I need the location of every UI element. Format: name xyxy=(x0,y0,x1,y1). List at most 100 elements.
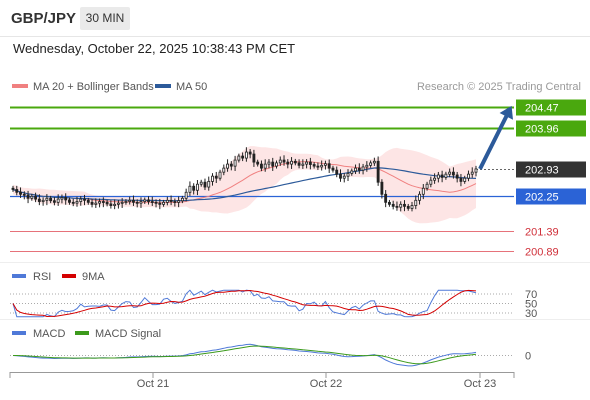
candle xyxy=(293,158,297,166)
candle xyxy=(11,185,15,192)
candle-down xyxy=(327,163,331,169)
candle-up xyxy=(320,164,324,168)
candle-up xyxy=(263,163,267,169)
candle xyxy=(90,198,94,208)
x-axis: Oct 21 Oct 22 Oct 23 xyxy=(9,372,515,390)
candle-up xyxy=(199,181,203,185)
candle xyxy=(188,181,192,196)
candle xyxy=(135,199,139,208)
candle xyxy=(113,199,117,210)
candle-up xyxy=(301,163,305,166)
candle-down xyxy=(339,173,342,179)
x-tick-label: Oct 22 xyxy=(310,378,342,390)
candle xyxy=(395,201,399,211)
candle xyxy=(98,198,102,208)
candle-up xyxy=(305,161,309,165)
candle xyxy=(361,163,365,175)
candle-down xyxy=(331,167,335,171)
macd-signal-line xyxy=(13,345,477,365)
rsi-ma-legend-swatch xyxy=(62,274,76,278)
candle xyxy=(207,176,211,191)
macd-panel: 0 xyxy=(10,343,531,367)
candle-up xyxy=(222,167,226,173)
candle xyxy=(308,157,312,170)
candle-down xyxy=(380,181,384,195)
candle-up xyxy=(165,199,169,203)
candle xyxy=(448,168,452,178)
candle-down xyxy=(376,160,380,183)
candle xyxy=(60,194,64,204)
candle-up xyxy=(180,197,184,202)
macd-signal-legend-label: MACD Signal xyxy=(95,328,161,340)
timeframe-button[interactable]: 30 MIN xyxy=(80,7,130,30)
candle-up xyxy=(361,166,365,171)
candle xyxy=(71,198,75,207)
candle-up xyxy=(56,198,60,203)
candle-up xyxy=(79,198,83,202)
candle xyxy=(192,183,196,195)
candle xyxy=(384,190,388,208)
candle-up xyxy=(267,161,271,165)
macd-signal-legend-swatch xyxy=(75,331,89,335)
candle-down xyxy=(252,153,256,163)
candle-up xyxy=(244,151,248,159)
candle-up xyxy=(346,172,350,177)
candle-up xyxy=(45,197,49,201)
candle-up xyxy=(399,203,403,208)
candle xyxy=(147,196,150,205)
candle xyxy=(30,193,34,201)
candle-down xyxy=(192,185,196,191)
rsi-legend-label: RSI xyxy=(33,271,51,283)
candle xyxy=(49,195,53,204)
x-tick-label: Oct 21 xyxy=(137,378,169,390)
candle xyxy=(101,197,105,208)
candle-down xyxy=(451,171,455,176)
candle-down xyxy=(158,202,162,205)
bollinger-bands xyxy=(13,146,476,224)
candle xyxy=(252,149,256,167)
candle xyxy=(403,200,406,212)
candle xyxy=(451,167,455,179)
candle-up xyxy=(94,202,98,205)
candle-down xyxy=(312,164,316,167)
candle xyxy=(297,159,301,169)
candle xyxy=(218,169,222,181)
candle xyxy=(425,181,429,191)
candle xyxy=(15,185,19,196)
candle xyxy=(237,153,241,163)
candle-up xyxy=(433,177,437,181)
candle-down xyxy=(203,181,207,188)
key-levels xyxy=(10,106,514,252)
candle-down xyxy=(150,201,154,203)
candle xyxy=(372,157,376,166)
candle-down xyxy=(241,155,245,159)
candle xyxy=(414,195,418,210)
candle-up xyxy=(372,160,376,164)
candle xyxy=(94,198,98,208)
candle xyxy=(263,159,267,172)
candle xyxy=(214,171,218,184)
candle xyxy=(354,164,357,174)
candle-up xyxy=(139,201,143,204)
candle-up xyxy=(113,203,117,206)
candle xyxy=(260,160,263,172)
candle xyxy=(109,200,113,209)
candle-up xyxy=(425,183,429,189)
support-value: 200.89 xyxy=(525,247,559,259)
candle xyxy=(275,160,278,169)
candle xyxy=(116,200,120,209)
candle-up xyxy=(30,195,34,199)
candle xyxy=(56,194,60,206)
candle-down xyxy=(357,167,361,171)
ma20-legend-label: MA 20 + Bollinger Bands xyxy=(33,81,154,93)
candle xyxy=(429,176,433,188)
moving-averages xyxy=(12,161,477,204)
candle-up xyxy=(177,200,181,203)
candle-down xyxy=(37,198,41,202)
candle-down xyxy=(34,195,38,200)
candle-down xyxy=(256,161,260,165)
candle-up xyxy=(350,170,354,174)
candle xyxy=(463,175,467,184)
candle xyxy=(68,197,71,205)
